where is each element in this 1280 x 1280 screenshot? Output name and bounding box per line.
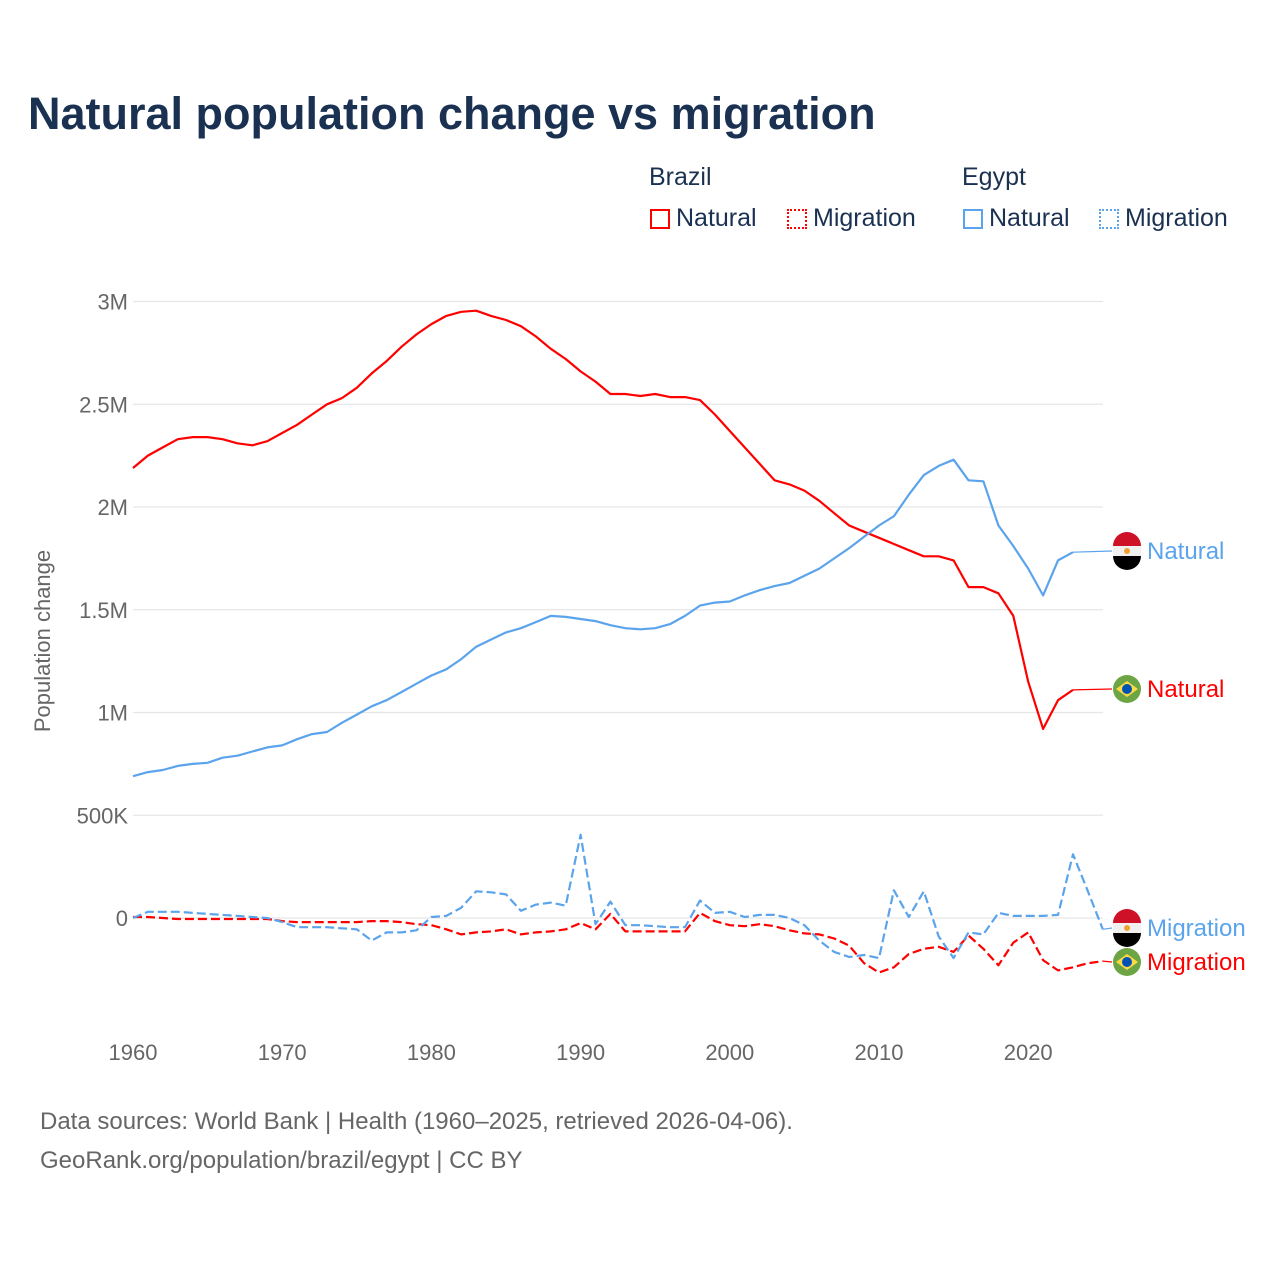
legend-item-brazil-migration[interactable]: Migration xyxy=(787,204,916,233)
series-line-brazil-natural xyxy=(132,309,1074,731)
legend-swatch xyxy=(963,208,983,229)
x-tick-label: 2020 xyxy=(1004,1040,1053,1065)
y-tick-label: 3M xyxy=(97,290,128,315)
flag-globe xyxy=(1122,684,1132,694)
flag-stripe-black xyxy=(1113,933,1141,947)
y-tick-label: 500K xyxy=(77,803,129,828)
legend-label: Migration xyxy=(813,204,916,232)
y-tick-label: 2M xyxy=(97,495,128,520)
flag-stripe-red xyxy=(1113,532,1141,546)
footer-sources: Data sources: World Bank | Health (1960–… xyxy=(40,1108,793,1135)
egypt-flag-icon xyxy=(1113,909,1141,947)
chart-title: Natural population change vs migration xyxy=(28,88,876,139)
legend-label: Natural xyxy=(989,204,1070,232)
series-line-egypt-migration xyxy=(132,833,1104,960)
legend-swatch xyxy=(650,208,670,229)
flag-eagle xyxy=(1124,548,1130,554)
x-tick-label: 2000 xyxy=(705,1040,754,1065)
brazil-flag-icon xyxy=(1113,948,1141,976)
flag-stripe-red xyxy=(1113,909,1141,923)
y-tick-label: 0 xyxy=(116,906,128,931)
y-tick-label: 1.5M xyxy=(79,598,128,623)
gridlines xyxy=(133,300,1103,919)
flag-stripe-black xyxy=(1113,556,1141,570)
label-connector xyxy=(1072,550,1113,553)
y-axis: 0 500K 1M 1.5M 2M 2.5M 3M xyxy=(77,290,129,932)
x-tick-label: 1980 xyxy=(407,1040,456,1065)
label-connector xyxy=(1102,927,1113,930)
label-connector xyxy=(1102,960,1113,963)
legend-label: Migration xyxy=(1125,204,1228,232)
series-lines xyxy=(132,309,1104,974)
x-tick-label: 1990 xyxy=(556,1040,605,1065)
y-tick-label: 2.5M xyxy=(79,392,128,417)
series-line-brazil-migration xyxy=(133,911,1103,974)
end-label: Natural xyxy=(1147,538,1224,565)
brazil-flag-icon xyxy=(1113,675,1141,703)
legend-item-egypt-natural[interactable]: Natural xyxy=(963,204,1070,233)
legend-group-egypt: Egypt xyxy=(962,163,1026,191)
label-connector xyxy=(1072,688,1113,691)
legend-item-brazil-natural[interactable]: Natural xyxy=(650,204,757,233)
x-axis: 1960 1970 1980 1990 2000 2010 2020 xyxy=(109,1040,1053,1065)
x-tick-label: 1960 xyxy=(109,1040,158,1065)
legend-group-brazil: Brazil xyxy=(649,163,712,191)
x-tick-label: 1970 xyxy=(258,1040,307,1065)
legend-label: Natural xyxy=(676,204,757,232)
y-axis-title: Population change xyxy=(30,550,55,732)
legend-item-egypt-migration[interactable]: Migration xyxy=(1099,204,1228,233)
end-label: Migration xyxy=(1147,915,1246,942)
x-tick-label: 2010 xyxy=(855,1040,904,1065)
end-label: Migration xyxy=(1147,949,1246,976)
end-label: Natural xyxy=(1147,676,1224,703)
end-labels: Natural Natural Migration Migration xyxy=(1072,532,1246,976)
egypt-flag-icon xyxy=(1113,532,1141,570)
flag-eagle xyxy=(1124,925,1130,931)
series-line-egypt-natural xyxy=(132,458,1074,778)
y-tick-label: 1M xyxy=(97,701,128,726)
flag-globe xyxy=(1122,957,1132,967)
legend-swatch xyxy=(787,208,807,229)
legend-swatch xyxy=(1099,208,1119,229)
footer-link[interactable]: GeoRank.org/population/brazil/egypt | CC… xyxy=(40,1147,523,1174)
